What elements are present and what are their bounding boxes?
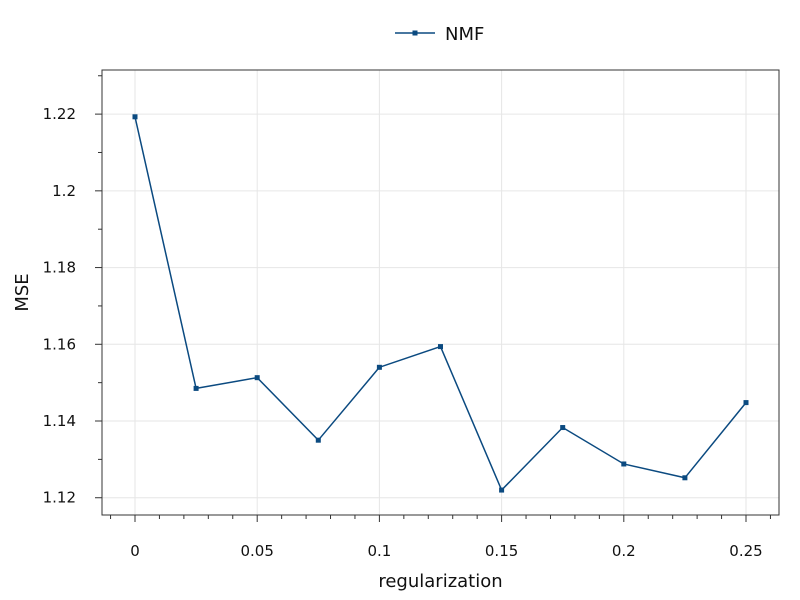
legend[interactable]: NMF xyxy=(395,24,484,45)
y-tick-label-2: 1.16 xyxy=(43,335,76,353)
legend-marker xyxy=(412,30,418,36)
data-point-7[interactable] xyxy=(560,425,566,431)
y-tick-label-1: 1.14 xyxy=(43,412,76,430)
y-tick-label-5: 1.22 xyxy=(43,105,76,123)
x-tick-label-4: 0.2 xyxy=(612,542,636,560)
data-point-2[interactable] xyxy=(254,375,260,381)
series-line-nmf xyxy=(134,116,747,492)
y-tick-label-0: 1.12 xyxy=(43,489,76,507)
data-point-1[interactable] xyxy=(193,385,199,391)
y-tick-labels: 1.12 1.14 1.16 1.18 1.2 1.22 xyxy=(43,105,76,507)
x-tick-label-0: 0 xyxy=(130,542,140,560)
data-point-3[interactable] xyxy=(315,437,321,443)
data-point-4[interactable] xyxy=(376,364,382,370)
data-point-8[interactable] xyxy=(621,461,627,467)
x-axis-title: regularization xyxy=(378,571,502,592)
x-tick-label-2: 0.1 xyxy=(367,542,391,560)
plot-frame xyxy=(101,69,780,516)
y-tick-label-4: 1.2 xyxy=(52,182,76,200)
legend-label-nmf: NMF xyxy=(445,24,484,45)
x-tick-labels: 0 0.05 0.1 0.15 0.2 0.25 xyxy=(130,542,762,560)
data-point-10[interactable] xyxy=(743,400,749,406)
grid xyxy=(102,70,779,515)
data-point-5[interactable] xyxy=(438,344,443,350)
x-tick-label-3: 0.15 xyxy=(485,542,518,560)
data-point-6[interactable] xyxy=(499,487,505,493)
y-tick-label-3: 1.18 xyxy=(43,259,76,277)
data-point-0[interactable] xyxy=(132,114,138,120)
x-tick-label-1: 0.05 xyxy=(240,542,273,560)
y-axis-title: MSE xyxy=(12,273,33,311)
series-layer xyxy=(132,114,749,493)
data-point-9[interactable] xyxy=(682,475,688,481)
axis-ticks xyxy=(95,75,771,522)
x-tick-label-5: 0.25 xyxy=(729,542,762,560)
